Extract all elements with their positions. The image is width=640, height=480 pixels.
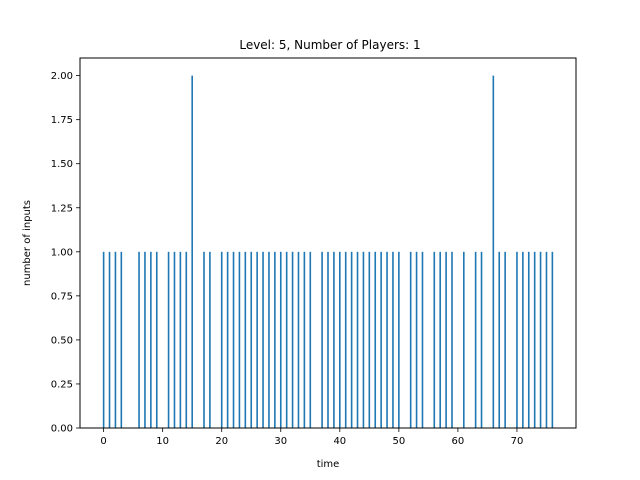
bar xyxy=(380,251,382,428)
x-tick-label: 0 xyxy=(100,436,106,447)
y-tick-label: 0.00 xyxy=(51,424,73,435)
chart-title: Level: 5, Number of Players: 1 xyxy=(239,38,420,52)
y-tick-label: 1.75 xyxy=(51,115,73,126)
bar xyxy=(545,251,548,428)
bar xyxy=(268,251,270,428)
x-axis-label: time xyxy=(317,459,340,470)
bar xyxy=(102,251,105,428)
bar xyxy=(439,251,441,428)
x-ticks-group: 0 10 20 30 40 50 60 70 xyxy=(100,428,523,447)
bar xyxy=(279,251,282,428)
bar xyxy=(374,251,377,428)
bar xyxy=(415,251,418,428)
bar xyxy=(516,251,518,428)
bar xyxy=(167,251,170,428)
bar xyxy=(527,251,530,428)
plot-frame xyxy=(79,57,577,429)
bar xyxy=(303,251,306,428)
bar xyxy=(138,251,140,428)
bars-group xyxy=(102,75,554,429)
y-tick-label: 0.25 xyxy=(51,379,73,390)
bar xyxy=(238,251,241,428)
bar xyxy=(209,251,211,428)
bar xyxy=(114,251,117,428)
bar xyxy=(297,251,300,428)
bar xyxy=(120,251,123,428)
bar xyxy=(522,251,524,428)
bar xyxy=(350,251,353,428)
bar xyxy=(244,251,247,428)
bar xyxy=(551,251,554,428)
bar xyxy=(463,251,465,428)
bar xyxy=(285,251,288,428)
x-tick-label: 20 xyxy=(215,436,228,447)
bar xyxy=(191,75,193,429)
x-tick-label: 50 xyxy=(392,436,405,447)
x-tick-label: 60 xyxy=(452,436,465,447)
bar xyxy=(262,251,264,428)
bar xyxy=(533,251,536,428)
bar xyxy=(344,251,347,428)
bar xyxy=(492,75,495,429)
bar xyxy=(173,251,176,428)
bar xyxy=(220,251,223,428)
bar xyxy=(368,251,371,428)
bar xyxy=(339,251,341,428)
y-tick-label: 1.25 xyxy=(51,203,73,214)
bar xyxy=(108,251,111,428)
bar xyxy=(398,251,400,428)
bar xyxy=(150,251,152,428)
bar xyxy=(274,251,276,428)
bar xyxy=(451,251,453,428)
bar xyxy=(203,251,205,428)
y-tick-label: 0.75 xyxy=(51,291,73,302)
bar xyxy=(409,251,412,428)
bar xyxy=(155,251,158,428)
bar xyxy=(539,251,542,428)
y-tick-label: 1.00 xyxy=(51,247,73,258)
y-axis-label: number of inputs xyxy=(22,200,33,286)
bar xyxy=(250,251,253,428)
bar xyxy=(226,251,229,428)
x-tick-label: 30 xyxy=(274,436,287,447)
bar xyxy=(327,251,329,428)
bar xyxy=(232,251,235,428)
y-tick-label: 1.50 xyxy=(51,159,73,170)
bar xyxy=(480,251,483,428)
bar xyxy=(321,251,323,428)
bar xyxy=(433,251,436,428)
bar xyxy=(179,251,182,428)
bar xyxy=(256,251,258,428)
bar xyxy=(421,251,424,428)
bar xyxy=(445,251,447,428)
y-tick-label: 2.00 xyxy=(51,71,73,82)
x-tick-label: 10 xyxy=(156,436,169,447)
bar xyxy=(185,251,188,428)
x-tick-label: 70 xyxy=(511,436,524,447)
bar xyxy=(144,251,146,428)
bar xyxy=(356,251,359,428)
bar xyxy=(386,251,388,428)
bar xyxy=(291,251,294,428)
bar xyxy=(474,251,477,428)
bar xyxy=(309,251,312,428)
y-ticks-group: 0.00 0.25 0.50 0.75 1.00 1.25 1.50 1.75 2.00 xyxy=(51,71,80,435)
bar xyxy=(362,251,365,428)
y-tick-label: 0.50 xyxy=(51,335,73,346)
bar xyxy=(333,251,335,428)
bar xyxy=(504,251,506,428)
x-tick-label: 40 xyxy=(333,436,346,447)
bar xyxy=(498,251,501,428)
bar xyxy=(392,251,394,428)
